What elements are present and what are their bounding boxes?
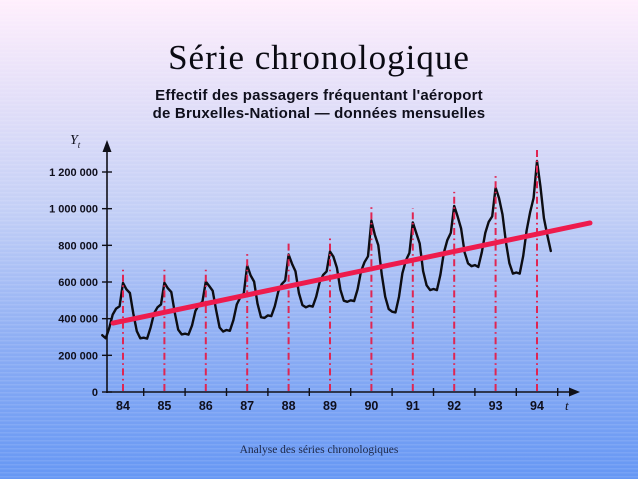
y-tick-label: 400 000 (58, 314, 98, 326)
data-curve (101, 159, 552, 340)
x-tick-label: 84 (116, 399, 130, 413)
x-tick-label: 92 (447, 399, 461, 413)
y-tick-label: 600 000 (58, 277, 98, 289)
x-tick-label: 91 (406, 399, 420, 413)
x-tick-label: 88 (282, 399, 296, 413)
y-tick-label: 0 (92, 387, 98, 399)
x-tick-label: 85 (157, 399, 171, 413)
trend-line (110, 220, 593, 326)
x-axis-arrow-icon (569, 387, 580, 397)
y-axis-label-main: Y (70, 133, 78, 148)
y-axis-arrow-icon (102, 140, 112, 152)
page-title: Série chronologique (168, 38, 470, 77)
x-tick-label: 89 (323, 399, 337, 413)
x-tick-label: 94 (530, 399, 544, 413)
chart-subtitle: Effectif des passagers fréquentant l'aér… (0, 87, 638, 122)
chart-subtitle-line1: Effectif des passagers fréquentant l'aér… (155, 87, 483, 104)
x-tick-label: 93 (489, 399, 503, 413)
y-tick-label: 200 000 (58, 350, 98, 362)
chart-subtitle-line2: de Bruxelles-National — données mensuell… (152, 104, 486, 122)
x-tick-label: 87 (240, 399, 254, 413)
y-axis-label-sub: t (77, 139, 81, 150)
x-tick-label: 86 (199, 399, 213, 413)
x-axis-label: t (565, 398, 569, 413)
y-tick-label: 1 000 000 (49, 204, 98, 216)
y-tick-label: 1 200 000 (49, 167, 98, 179)
footer-note: Analyse des séries chronologiques (239, 444, 399, 456)
y-axis-label: Yt (70, 133, 80, 150)
x-tick-label: 90 (364, 399, 378, 413)
y-tick-label: 800 000 (58, 240, 98, 252)
